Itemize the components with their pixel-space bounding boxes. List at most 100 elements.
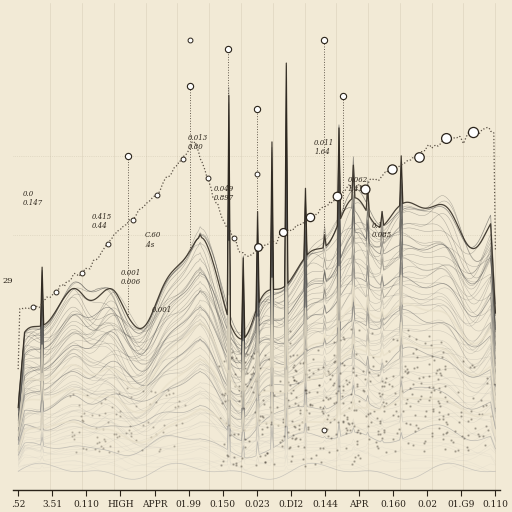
Point: [404, 439, 412, 447]
Point: [225, 421, 233, 429]
Point: [267, 417, 275, 425]
Point: [370, 407, 378, 415]
Point: [250, 349, 259, 357]
Point: [287, 457, 295, 465]
Point: [435, 399, 443, 407]
Point: [221, 389, 229, 397]
Point: [414, 397, 422, 406]
Point: [350, 406, 358, 414]
Point: [222, 419, 230, 428]
Point: [91, 445, 99, 453]
Point: [78, 417, 87, 425]
Point: [438, 435, 446, 443]
Point: [316, 458, 325, 466]
Point: [356, 454, 364, 462]
Point: [285, 352, 293, 360]
Point: [335, 382, 344, 391]
Point: [454, 388, 462, 396]
Point: [256, 412, 264, 420]
Point: [216, 414, 224, 422]
Point: [218, 390, 226, 398]
Point: [319, 396, 327, 404]
Point: [374, 430, 382, 438]
Point: [332, 398, 340, 407]
Point: [228, 460, 237, 468]
Point: [278, 442, 286, 450]
Point: [415, 374, 423, 382]
Point: [329, 381, 337, 389]
Point: [230, 430, 239, 438]
Point: [237, 461, 245, 470]
Point: [325, 448, 333, 456]
Point: [342, 429, 350, 437]
Point: [395, 424, 403, 433]
Point: [234, 381, 243, 390]
Point: [270, 460, 278, 468]
Point: [247, 383, 255, 392]
Point: [382, 399, 390, 407]
Point: [290, 422, 298, 430]
Point: [68, 432, 76, 440]
Point: [231, 461, 240, 469]
Point: [323, 425, 331, 433]
Point: [113, 433, 121, 441]
Point: [288, 434, 296, 442]
Point: [230, 453, 238, 461]
Point: [220, 440, 228, 448]
Point: [379, 428, 388, 436]
Point: [78, 416, 86, 424]
Point: [258, 425, 266, 433]
Point: [391, 400, 399, 408]
Point: [258, 430, 266, 438]
Point: [402, 419, 411, 428]
Point: [417, 378, 425, 387]
Point: [373, 442, 381, 451]
Point: [307, 454, 315, 462]
Point: [225, 431, 233, 439]
Point: [218, 399, 226, 407]
Point: [126, 422, 135, 431]
Point: [263, 449, 271, 457]
Point: [436, 388, 444, 396]
Text: 0.001: 0.001: [152, 306, 172, 313]
Point: [432, 369, 440, 377]
Point: [313, 365, 322, 373]
Point: [375, 389, 383, 397]
Point: [270, 391, 279, 399]
Point: [463, 442, 471, 451]
Point: [343, 444, 351, 453]
Point: [224, 452, 232, 460]
Point: [266, 402, 274, 411]
Point: [350, 422, 358, 431]
Point: [101, 395, 109, 403]
Point: [359, 386, 367, 394]
Point: [302, 386, 310, 394]
Point: [439, 348, 447, 356]
Point: [168, 389, 177, 397]
Point: [318, 363, 327, 371]
Point: [470, 364, 478, 372]
Point: [443, 428, 452, 436]
Point: [439, 412, 447, 420]
Point: [414, 424, 422, 433]
Point: [308, 401, 316, 410]
Point: [75, 429, 83, 437]
Point: [292, 377, 301, 385]
Point: [110, 431, 118, 439]
Point: [217, 460, 225, 468]
Point: [247, 352, 255, 360]
Point: [286, 442, 294, 451]
Point: [345, 420, 353, 428]
Point: [355, 397, 363, 406]
Point: [388, 382, 396, 390]
Point: [351, 453, 359, 461]
Point: [376, 392, 384, 400]
Point: [289, 386, 297, 394]
Point: [66, 392, 74, 400]
Point: [429, 407, 437, 415]
Point: [409, 441, 417, 449]
Point: [127, 432, 135, 440]
Point: [279, 418, 287, 426]
Point: [401, 367, 410, 375]
Point: [338, 359, 346, 368]
